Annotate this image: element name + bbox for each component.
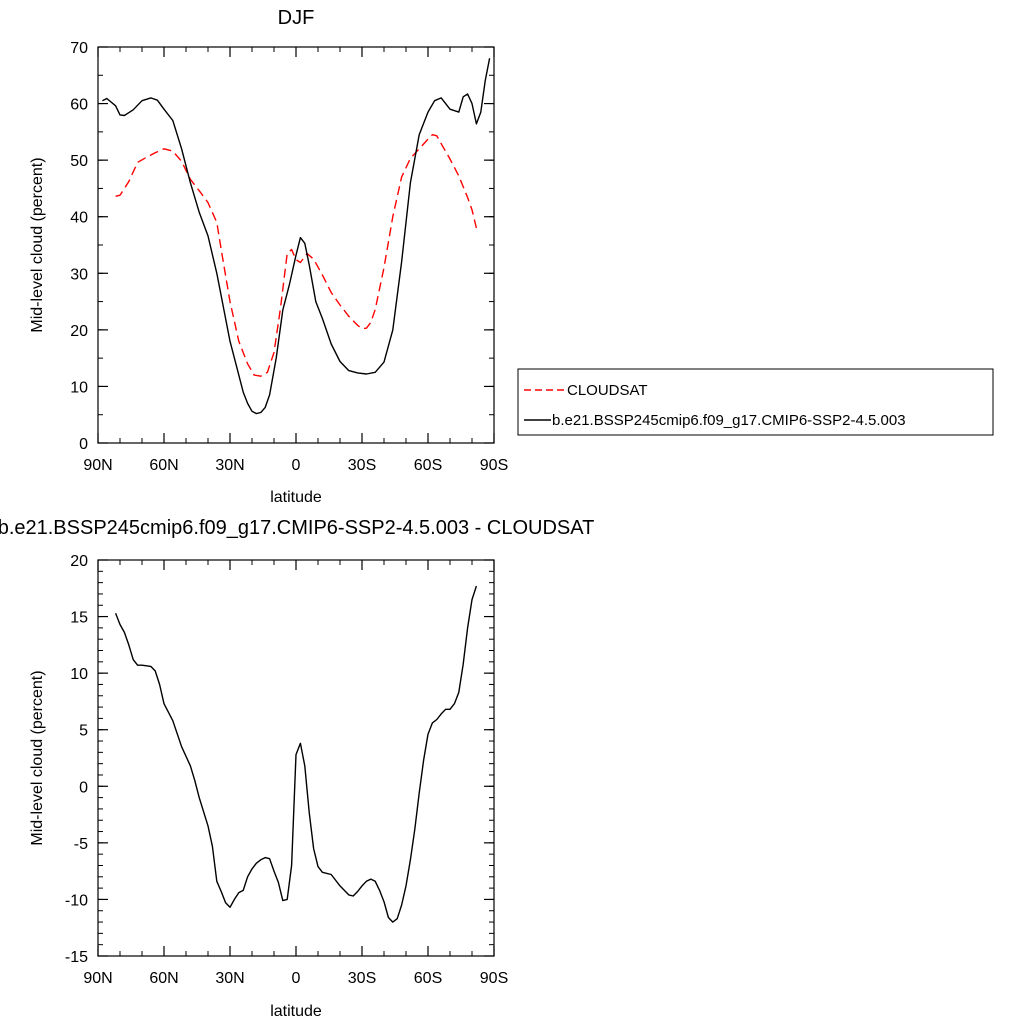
top-x-tick-label: 60S [414,457,442,474]
bottom-x-axis-label: latitude [270,1003,322,1020]
bottom-series-lines [114,585,478,923]
bottom-y-tick-label: 5 [79,723,88,740]
top-y-tick-label: 50 [70,153,88,170]
bottom-y-tick-label: -10 [65,892,88,909]
bottom-x-tick-label: 90S [480,970,508,987]
bottom-y-axis-label: Mid-level cloud (percent) [29,670,46,845]
legend: CLOUDSAT b.e21.BSSP245cmip6.f09_g17.CMIP… [517,368,994,436]
top-y-tick-label: 60 [70,97,88,114]
bottom-plot-frame [97,559,495,957]
top-x-axis-label: latitude [270,489,322,506]
top-plot-frame [97,46,495,444]
bottom-y-tick-label: 20 [70,553,88,570]
bottom-axis-ticks: -15 -10 -5 0 5 10 15 20 90N 60N 30N 0 30S 60S 90S [65,553,508,987]
top-y-tick-label: 10 [70,379,88,396]
top-y-tick-label: 40 [70,210,88,227]
legend-label-model: b.e21.BSSP245cmip6.f09_g17.CMIP6-SSP2-4.… [552,412,906,429]
bottom-series-line-0 [114,585,478,923]
top-series-lines [102,58,491,415]
legend-box [517,368,994,436]
bottom-x-tick-label: 90N [83,970,112,987]
bottom-x-tick-label: 30S [348,970,376,987]
top-chart-title: DJF [278,7,315,29]
bottom-y-tick-label: 0 [79,779,88,796]
bottom-x-tick-label: 60N [149,970,178,987]
top-x-tick-label: 90S [480,457,508,474]
top-series-line-1 [102,58,491,415]
top-x-tick-label: 30S [348,457,376,474]
top-x-tick-label: 0 [292,457,301,474]
legend-label-cloudsat: CLOUDSAT [567,382,648,399]
bottom-chart-title: b.e21.BSSP245cmip6.f09_g17.CMIP6-SSP2-4.… [0,517,594,539]
bottom-x-tick-label: 60S [414,970,442,987]
top-y-tick-label: 70 [70,40,88,57]
top-y-tick-label: 0 [79,436,88,453]
top-x-tick-label: 60N [149,457,178,474]
bottom-y-tick-label: 15 [70,610,88,627]
top-y-tick-label: 30 [70,266,88,283]
top-axis-ticks: 0 10 20 30 40 50 60 70 90N 60N 30N 0 30S 60S 90S [70,40,508,474]
top-y-axis-label: Mid-level cloud (percent) [29,157,46,332]
top-y-tick-label: 20 [70,323,88,340]
top-x-tick-label: 90N [83,457,112,474]
top-panel: DJF Mid-level cloud (percent) latitude 0… [29,7,508,506]
bottom-y-tick-label: 10 [70,666,88,683]
bottom-x-tick-label: 30N [215,970,244,987]
top-series-line-0 [115,133,478,377]
bottom-x-tick-label: 0 [292,970,301,987]
bottom-panel: b.e21.BSSP245cmip6.f09_g17.CMIP6-SSP2-4.… [0,517,594,1020]
bottom-y-tick-label: -15 [65,949,88,966]
top-x-tick-label: 30N [215,457,244,474]
bottom-y-tick-label: -5 [74,836,88,853]
